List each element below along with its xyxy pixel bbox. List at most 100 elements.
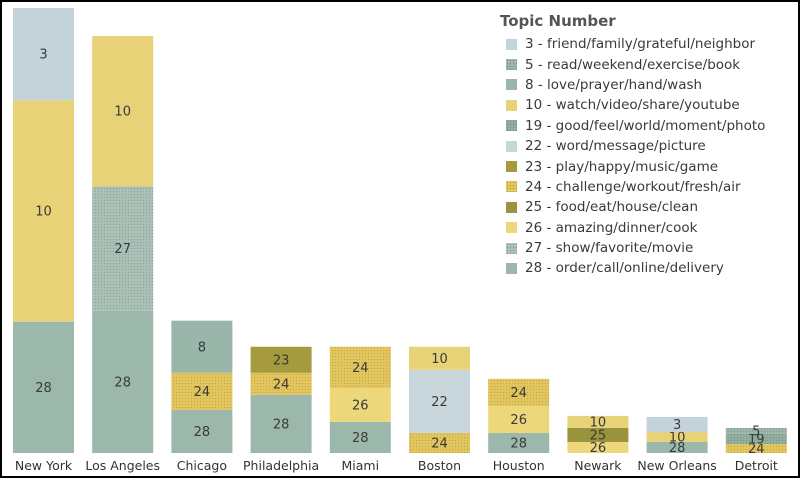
bar-segment-texture: [725, 433, 787, 444]
segment-label: 10: [35, 204, 52, 219]
category-label: Los Angeles: [85, 458, 160, 473]
category-label: New Orleans: [637, 458, 716, 473]
bar-segment: [567, 427, 629, 442]
segment-label: 28: [669, 441, 686, 456]
legend-swatch: [506, 59, 517, 71]
segment-label: 19: [748, 432, 765, 447]
legend-item-24: 24 - challenge/workout/fresh/air: [500, 177, 765, 197]
bar-segment-texture: [725, 427, 787, 434]
legend-swatch: [506, 222, 517, 234]
segment-label: 24: [194, 385, 211, 400]
bar-segment: [329, 387, 391, 422]
bar-segment-texture: [725, 443, 787, 453]
bars-layer: 2810328271028248282423282624242210282624…: [13, 7, 787, 457]
legend-swatch: [506, 120, 517, 132]
bar-segment: [646, 416, 708, 432]
legend-item-28: 28 - order/call/online/delivery: [500, 258, 765, 278]
segment-label: 5: [752, 424, 760, 439]
bar-segment: [13, 100, 74, 322]
bar-segment: [171, 320, 233, 373]
legend-swatch: [506, 161, 517, 173]
category-label: Houston: [493, 458, 545, 473]
segment-label: 10: [590, 415, 607, 430]
segment-label: 3: [39, 48, 47, 63]
legend: Topic Number 3 - friend/family/grateful/…: [500, 12, 765, 279]
bar-segment-texture: [409, 432, 470, 453]
legend-label: 3 - friend/family/grateful/neighbor: [525, 36, 756, 53]
bar-segment: [329, 421, 391, 453]
legend-swatch: [506, 242, 517, 254]
legend-item-26: 26 - amazing/dinner/cook: [500, 218, 765, 238]
segment-label: 26: [590, 441, 607, 456]
legend-swatch: [506, 140, 517, 152]
legend-swatch: [506, 99, 517, 111]
bar-segment: [488, 432, 550, 453]
segment-label: 28: [273, 417, 290, 432]
legend-label: 25 - food/eat/house/clean: [525, 199, 699, 216]
bar-segment: [567, 441, 629, 453]
segment-label: 26: [352, 398, 369, 413]
legend-label: 10 - watch/video/share/youtube: [525, 97, 740, 114]
bar-segment: [567, 415, 629, 428]
bar-segment: [250, 394, 312, 453]
category-labels-layer: New York Los Angeles Chicago Philadelphia Mi…: [15, 458, 778, 473]
category-label: Miami: [342, 458, 380, 473]
legend-label: 5 - read/weekend/exercise/book: [525, 56, 741, 73]
legend-items: 3 - friend/family/grateful/neighbor 5 - r…: [500, 34, 765, 279]
segment-label: 24: [431, 436, 448, 451]
segment-label: 28: [194, 425, 211, 440]
bar-segment: [646, 431, 708, 442]
bar-segment: [92, 36, 154, 187]
segment-label: 28: [35, 381, 52, 396]
segment-label: 23: [273, 353, 290, 368]
legend-label: 24 - challenge/workout/fresh/air: [525, 178, 741, 195]
legend-swatch: [506, 38, 517, 50]
category-label: Chicago: [177, 458, 227, 473]
category-label: Newark: [574, 458, 622, 473]
segment-label: 10: [669, 430, 686, 445]
bar-segment: [409, 346, 470, 370]
segment-label: 26: [510, 413, 527, 428]
category-label: Detroit: [735, 458, 778, 473]
legend-item-5: 5 - read/weekend/exercise/book: [500, 54, 765, 74]
legend-swatch: [506, 201, 517, 213]
legend-label: 22 - word/message/picture: [525, 138, 706, 155]
legend-swatch: [506, 262, 517, 274]
bar-segment: [409, 369, 470, 433]
segment-label: 27: [114, 242, 131, 257]
bar-segment: [13, 7, 74, 101]
segment-label: 28: [114, 375, 131, 390]
legend-title: Topic Number: [500, 12, 616, 30]
legend-item-22: 22 - word/message/picture: [500, 136, 765, 156]
segment-label: 3: [673, 418, 681, 433]
segment-label: 24: [748, 442, 765, 457]
bar-segment: [171, 409, 233, 453]
segment-label: 28: [352, 431, 369, 446]
bar-segment: [646, 441, 708, 453]
bar-segment-texture: [92, 186, 154, 311]
bar-segment: [250, 346, 312, 373]
legend-item-23: 23 - play/happy/music/game: [500, 156, 765, 176]
legend-item-27: 27 - show/favorite/movie: [500, 238, 765, 258]
legend-label: 26 - amazing/dinner/cook: [525, 219, 698, 236]
legend-item-25: 25 - food/eat/house/clean: [500, 197, 765, 217]
legend-item-10: 10 - watch/video/share/youtube: [500, 95, 765, 115]
legend-label: 8 - love/prayer/hand/wash: [525, 76, 703, 93]
category-label: Philadelphia: [243, 458, 319, 473]
legend-label: 27 - show/favorite/movie: [525, 240, 694, 257]
bar-segment: [92, 310, 154, 453]
bar-segment-texture: [171, 372, 233, 410]
segment-label: 24: [273, 377, 290, 392]
bar-segment-texture: [329, 346, 391, 388]
category-label: Boston: [418, 458, 461, 473]
legend-label: 28 - order/call/online/delivery: [525, 260, 724, 277]
bar-segment-texture: [488, 378, 550, 406]
bar-segment: [488, 405, 550, 433]
legend-swatch: [506, 79, 517, 91]
legend-swatch: [506, 181, 517, 193]
segment-label: 28: [510, 436, 527, 451]
legend-item-19: 19 - good/feel/world/moment/photo: [500, 116, 765, 136]
segment-label: 25: [590, 428, 607, 443]
